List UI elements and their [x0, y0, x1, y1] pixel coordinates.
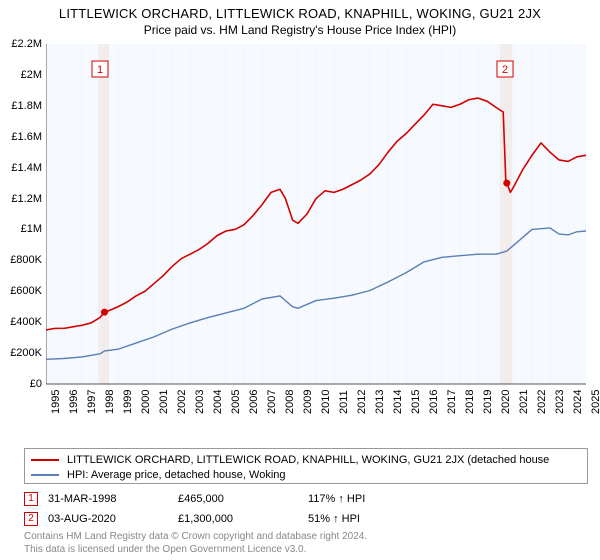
x-tick-label: 2016 [428, 390, 440, 414]
transaction-price-1: £465,000 [178, 493, 308, 505]
x-tick-label: 2018 [464, 390, 476, 414]
x-tick-label: 2010 [320, 390, 332, 414]
footer-line-1: Contains HM Land Registry data © Crown c… [24, 531, 367, 544]
x-tick-label: 2001 [158, 390, 170, 414]
x-tick-label: 2021 [518, 390, 530, 414]
y-tick-label: £1.4M [11, 162, 42, 174]
x-tick-label: 2020 [500, 390, 512, 414]
x-tick-label: 1999 [122, 390, 134, 414]
x-tick-label: 1998 [104, 390, 116, 414]
chart-subtitle: Price paid vs. HM Land Registry's House … [0, 21, 600, 37]
x-tick-label: 2000 [140, 390, 152, 414]
y-tick-label: £1M [21, 223, 42, 235]
x-tick-label: 2013 [374, 390, 386, 414]
svg-text:2: 2 [502, 64, 508, 76]
legend-swatch-1 [31, 459, 59, 461]
y-tick-label: £600K [10, 285, 42, 297]
chart-area: 12 £0£200K£400K£600K£800K£1M£1.2M£1.4M£1… [46, 44, 590, 394]
x-tick-label: 2011 [338, 390, 350, 414]
chart-svg: 12 [46, 44, 586, 394]
transaction-price-2: £1,300,000 [178, 513, 308, 525]
x-tick-label: 2024 [572, 390, 584, 414]
x-tick-label: 2015 [410, 390, 422, 414]
y-tick-label: £0 [30, 378, 42, 390]
transaction-row-2: 2 03-AUG-2020 £1,300,000 51% ↑ HPI [24, 512, 360, 526]
x-tick-label: 2005 [230, 390, 242, 414]
legend-box: LITTLEWICK ORCHARD, LITTLEWICK ROAD, KNA… [24, 448, 588, 484]
legend-row-1: LITTLEWICK ORCHARD, LITTLEWICK ROAD, KNA… [31, 452, 581, 467]
legend-swatch-2 [31, 474, 59, 476]
transaction-pct-1: 117% ↑ HPI [308, 493, 365, 505]
attribution-footer: Contains HM Land Registry data © Crown c… [24, 531, 367, 556]
y-tick-label: £2.2M [11, 38, 42, 50]
y-tick-label: £400K [10, 316, 42, 328]
y-tick-label: £2M [21, 69, 42, 81]
x-tick-label: 2022 [536, 390, 548, 414]
x-tick-label: 2019 [482, 390, 494, 414]
x-tick-label: 1996 [68, 390, 80, 414]
legend-label-1: LITTLEWICK ORCHARD, LITTLEWICK ROAD, KNA… [67, 454, 549, 466]
x-tick-label: 2002 [176, 390, 188, 414]
transaction-marker-2: 2 [24, 512, 38, 526]
chart-title: LITTLEWICK ORCHARD, LITTLEWICK ROAD, KNA… [0, 0, 600, 21]
legend-label-2: HPI: Average price, detached house, Woki… [67, 469, 286, 481]
y-tick-label: £1.6M [11, 131, 42, 143]
x-tick-label: 2014 [392, 390, 404, 414]
x-tick-label: 2004 [212, 390, 224, 414]
svg-text:1: 1 [97, 64, 103, 76]
x-tick-label: 2008 [284, 390, 296, 414]
x-tick-label: 2012 [356, 390, 368, 414]
x-tick-label: 2007 [266, 390, 278, 414]
footer-line-2: This data is licensed under the Open Gov… [24, 544, 367, 557]
y-tick-label: £1.8M [11, 100, 42, 112]
transaction-date-1: 31-MAR-1998 [48, 493, 178, 505]
y-tick-label: £800K [10, 254, 42, 266]
legend-row-2: HPI: Average price, detached house, Woki… [31, 467, 581, 482]
transaction-row-1: 1 31-MAR-1998 £465,000 117% ↑ HPI [24, 492, 365, 506]
transaction-date-2: 03-AUG-2020 [48, 513, 178, 525]
chart-container: LITTLEWICK ORCHARD, LITTLEWICK ROAD, KNA… [0, 0, 600, 560]
transaction-pct-2: 51% ↑ HPI [308, 513, 360, 525]
x-tick-label: 2025 [590, 390, 600, 414]
x-tick-label: 2006 [248, 390, 260, 414]
x-tick-label: 2003 [194, 390, 206, 414]
y-tick-label: £200K [10, 347, 42, 359]
x-tick-label: 1995 [50, 390, 62, 414]
x-tick-label: 2023 [554, 390, 566, 414]
x-tick-label: 1997 [86, 390, 98, 414]
y-tick-label: £1.2M [11, 193, 42, 205]
x-tick-label: 2017 [446, 390, 458, 414]
transaction-marker-1: 1 [24, 492, 38, 506]
x-tick-label: 2009 [302, 390, 314, 414]
